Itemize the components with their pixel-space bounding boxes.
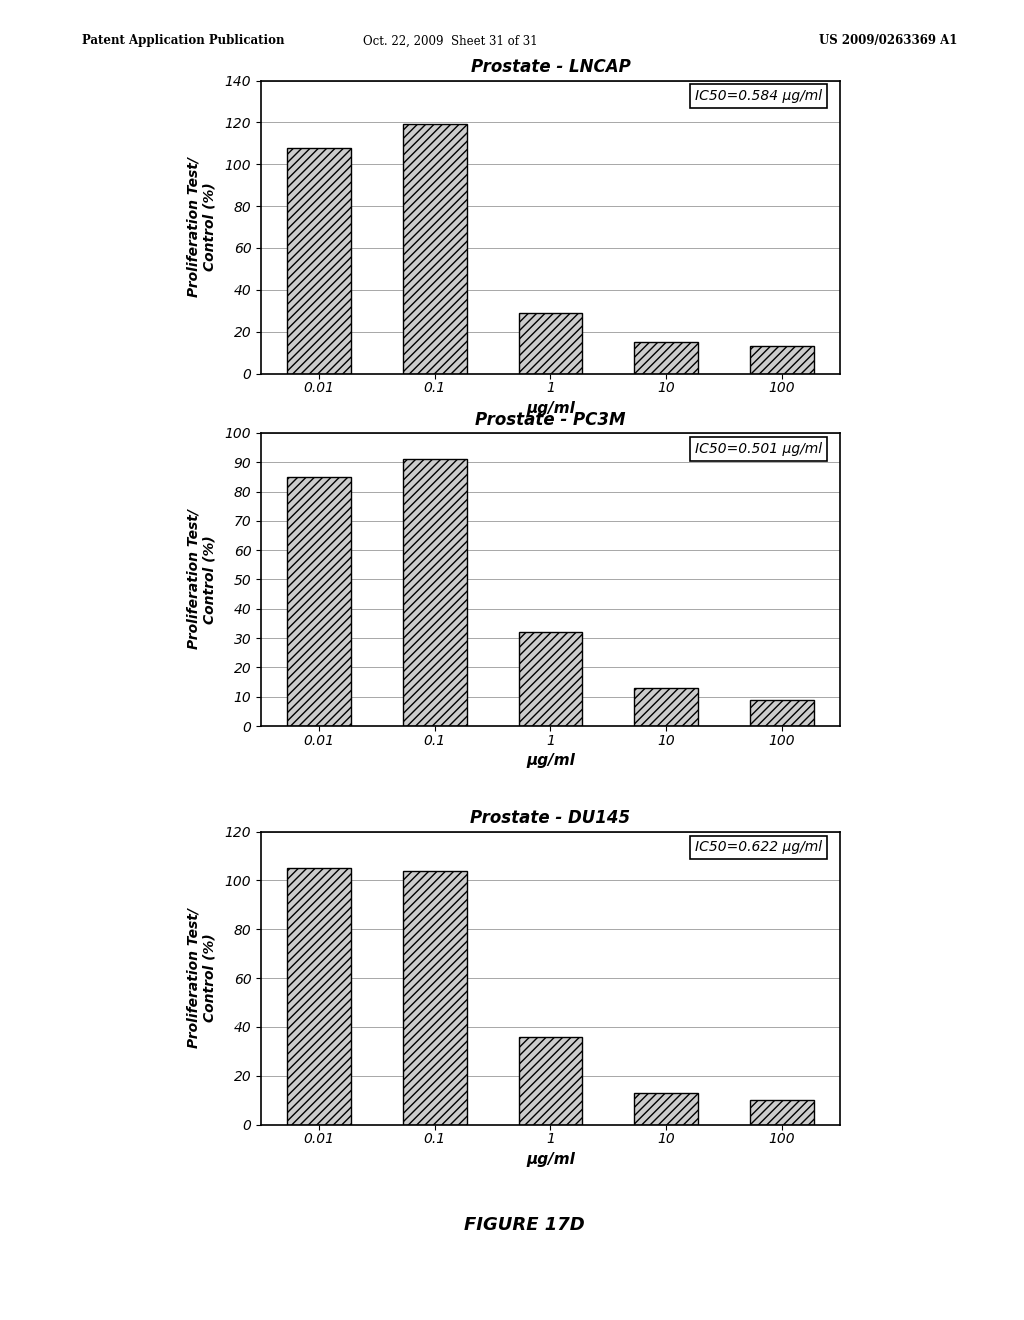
Y-axis label: Proliferation Test/
Control (%): Proliferation Test/ Control (%) <box>186 157 216 297</box>
Bar <box>750 700 814 726</box>
Bar <box>634 688 698 726</box>
Bar <box>402 459 467 726</box>
X-axis label: μg/ml: μg/ml <box>526 754 574 768</box>
Bar <box>518 313 583 374</box>
Bar <box>634 1093 698 1125</box>
X-axis label: μg/ml: μg/ml <box>526 401 574 416</box>
Text: Patent Application Publication: Patent Application Publication <box>82 34 285 48</box>
Bar <box>750 346 814 374</box>
Title: Prostate - LNCAP: Prostate - LNCAP <box>470 58 631 77</box>
Bar <box>287 477 351 726</box>
Title: Prostate - DU145: Prostate - DU145 <box>470 809 631 828</box>
Text: Oct. 22, 2009  Sheet 31 of 31: Oct. 22, 2009 Sheet 31 of 31 <box>364 34 538 48</box>
Bar <box>287 869 351 1125</box>
Bar <box>750 1101 814 1125</box>
Y-axis label: Proliferation Test/
Control (%): Proliferation Test/ Control (%) <box>186 908 216 1048</box>
Bar <box>287 148 351 374</box>
Bar <box>402 124 467 374</box>
Bar <box>518 632 583 726</box>
Title: Prostate - PC3M: Prostate - PC3M <box>475 411 626 429</box>
Bar <box>518 1036 583 1125</box>
Text: FIGURE 17D: FIGURE 17D <box>464 1216 585 1234</box>
Text: US 2009/0263369 A1: US 2009/0263369 A1 <box>819 34 957 48</box>
Bar <box>634 342 698 374</box>
Y-axis label: Proliferation Test/
Control (%): Proliferation Test/ Control (%) <box>186 510 216 649</box>
Bar <box>402 871 467 1125</box>
Text: IC50=0.501 μg/ml: IC50=0.501 μg/ml <box>695 442 822 455</box>
Text: IC50=0.584 μg/ml: IC50=0.584 μg/ml <box>695 90 822 103</box>
X-axis label: μg/ml: μg/ml <box>526 1152 574 1167</box>
Text: IC50=0.622 μg/ml: IC50=0.622 μg/ml <box>695 841 822 854</box>
